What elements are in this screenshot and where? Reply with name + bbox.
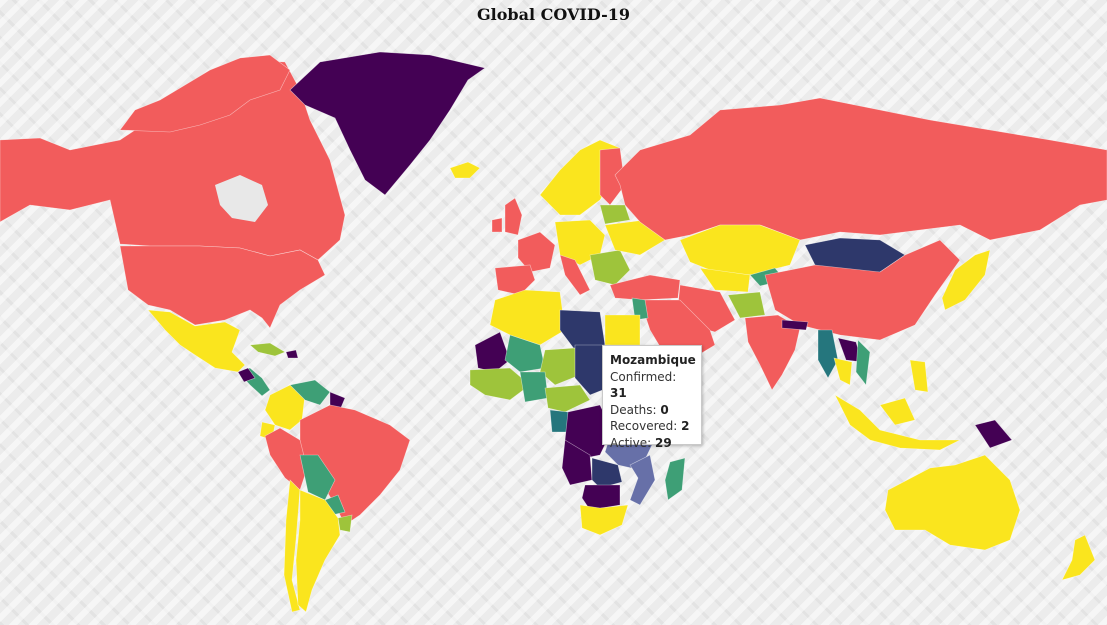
tooltip-recovered-value: 2 bbox=[681, 419, 690, 433]
tooltip-active-row: Active: 29 bbox=[610, 435, 694, 452]
country-russia[interactable] bbox=[614, 97, 1107, 241]
tooltip-confirmed-label: Confirmed: bbox=[610, 369, 677, 384]
country-cameroon-car[interactable] bbox=[544, 384, 591, 413]
tooltip-active-value: 29 bbox=[655, 435, 672, 450]
country-chad[interactable] bbox=[539, 347, 581, 386]
country-kazakhstan[interactable] bbox=[679, 224, 801, 276]
country-new-zealand[interactable] bbox=[1061, 534, 1096, 581]
country-mozambique[interactable] bbox=[629, 454, 656, 506]
tooltip-confirmed-value: 31 bbox=[610, 386, 627, 400]
country-venezuela[interactable] bbox=[289, 379, 331, 406]
country-philippines[interactable] bbox=[909, 359, 929, 393]
country-italy[interactable] bbox=[559, 254, 591, 296]
country-bolivia[interactable] bbox=[299, 454, 336, 501]
country-tooltip: Mozambique Confirmed: 31 Deaths: 0 Recov… bbox=[602, 345, 702, 450]
tooltip-active-label: Active: bbox=[610, 435, 652, 450]
country-india[interactable] bbox=[744, 314, 801, 391]
country-argentina[interactable] bbox=[295, 489, 341, 613]
country-chile[interactable] bbox=[283, 479, 301, 613]
country-france[interactable] bbox=[517, 231, 556, 273]
country-south-africa[interactable] bbox=[579, 504, 629, 536]
country-nigeria[interactable] bbox=[519, 371, 549, 403]
country-uzbekistan[interactable] bbox=[699, 267, 751, 293]
country-thailand[interactable] bbox=[833, 357, 853, 386]
country-guatemala[interactable] bbox=[237, 367, 256, 383]
map-title: Global COVID-19 bbox=[477, 5, 630, 24]
country-papua-new-guinea[interactable] bbox=[974, 419, 1013, 449]
country-mexico[interactable] bbox=[147, 309, 246, 373]
country-borneo[interactable] bbox=[879, 397, 916, 426]
country-turkey[interactable] bbox=[609, 274, 681, 301]
tooltip-deaths-label: Deaths: bbox=[610, 402, 657, 417]
country-indonesia[interactable] bbox=[834, 394, 961, 451]
country-niger[interactable] bbox=[504, 334, 546, 373]
country-australia[interactable] bbox=[884, 454, 1021, 551]
country-uruguay[interactable] bbox=[337, 514, 353, 533]
country-madagascar[interactable] bbox=[664, 457, 686, 501]
country-spain[interactable] bbox=[494, 264, 536, 296]
tooltip-deaths-value: 0 bbox=[660, 402, 669, 417]
country-angola[interactable] bbox=[561, 439, 593, 486]
country-myanmar[interactable] bbox=[817, 329, 839, 379]
country-vietnam[interactable] bbox=[855, 339, 871, 386]
country-mauritania-mali[interactable] bbox=[474, 331, 511, 373]
country-usa[interactable] bbox=[119, 245, 326, 329]
country-libya[interactable] bbox=[559, 309, 606, 351]
country-egypt[interactable] bbox=[604, 314, 641, 346]
tooltip-deaths-row: Deaths: 0 bbox=[610, 402, 694, 419]
country-greenland[interactable] bbox=[289, 51, 486, 196]
country-iceland[interactable] bbox=[449, 161, 481, 179]
country-afghanistan[interactable] bbox=[727, 291, 766, 319]
country-west-africa[interactable] bbox=[469, 367, 531, 401]
tooltip-confirmed-row: Confirmed: 31 bbox=[610, 369, 694, 402]
hudson-bay bbox=[215, 175, 268, 222]
country-morocco-algeria[interactable] bbox=[489, 289, 566, 346]
country-canada-arctic[interactable] bbox=[119, 54, 291, 133]
country-cuba[interactable] bbox=[249, 342, 286, 357]
country-ireland[interactable] bbox=[491, 217, 503, 233]
country-israel-jordan[interactable] bbox=[631, 297, 649, 321]
tooltip-recovered-row: Recovered: 2 bbox=[610, 418, 694, 435]
country-finland[interactable] bbox=[599, 147, 626, 206]
tooltip-recovered-label: Recovered: bbox=[610, 419, 678, 433]
country-uk[interactable] bbox=[504, 197, 523, 236]
country-belarus[interactable] bbox=[599, 204, 631, 225]
tooltip-country-name: Mozambique bbox=[610, 353, 696, 367]
country-haiti[interactable] bbox=[285, 349, 299, 359]
country-korea-japan[interactable] bbox=[941, 249, 991, 311]
country-balkans[interactable] bbox=[589, 249, 631, 286]
country-nepal[interactable] bbox=[781, 319, 809, 331]
